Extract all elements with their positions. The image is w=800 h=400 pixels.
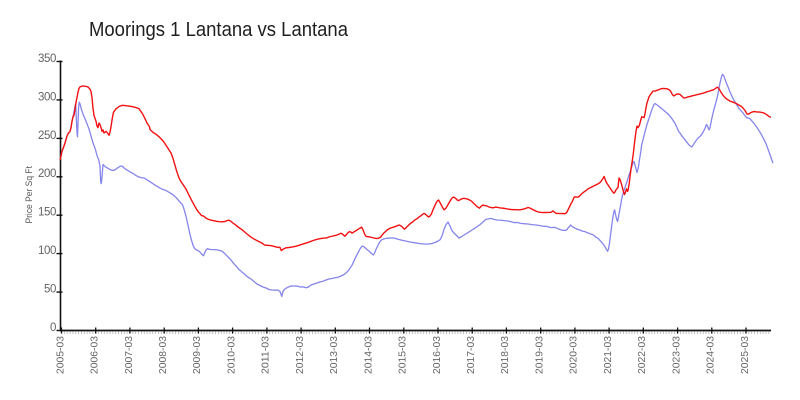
svg-text:2016-03: 2016-03 [431,336,443,374]
svg-text:2019-03: 2019-03 [534,336,546,374]
svg-text:50: 50 [44,284,56,296]
svg-text:350: 350 [38,53,56,65]
svg-text:2014-03: 2014-03 [362,336,374,374]
svg-text:2013-03: 2013-03 [328,336,340,374]
svg-text:2007-03: 2007-03 [123,336,135,374]
svg-text:2025-03: 2025-03 [739,336,751,374]
svg-text:2008-03: 2008-03 [157,336,169,374]
svg-text:Price Per Sq Ft: Price Per Sq Ft [24,166,35,224]
svg-text:2015-03: 2015-03 [397,336,409,374]
svg-text:300: 300 [38,91,56,103]
svg-text:2021-03: 2021-03 [602,336,614,374]
svg-text:2006-03: 2006-03 [89,336,101,374]
svg-text:2020-03: 2020-03 [568,336,580,374]
svg-text:Moorings 1 Lantana vs Lantana: Moorings 1 Lantana vs Lantana [89,18,349,41]
svg-text:150: 150 [38,207,56,219]
svg-text:0: 0 [50,322,56,334]
svg-text:2009-03: 2009-03 [191,336,203,374]
svg-text:2012-03: 2012-03 [294,336,306,374]
svg-text:2024-03: 2024-03 [705,336,717,374]
svg-text:2018-03: 2018-03 [499,336,511,374]
svg-text:2010-03: 2010-03 [225,336,237,374]
svg-text:2017-03: 2017-03 [465,336,477,374]
svg-text:250: 250 [38,130,56,142]
svg-text:2023-03: 2023-03 [670,336,682,374]
svg-text:2011-03: 2011-03 [260,336,272,374]
svg-text:200: 200 [38,168,56,180]
svg-text:100: 100 [38,245,56,257]
svg-text:2005-03: 2005-03 [54,336,66,374]
svg-text:2022-03: 2022-03 [636,336,648,374]
